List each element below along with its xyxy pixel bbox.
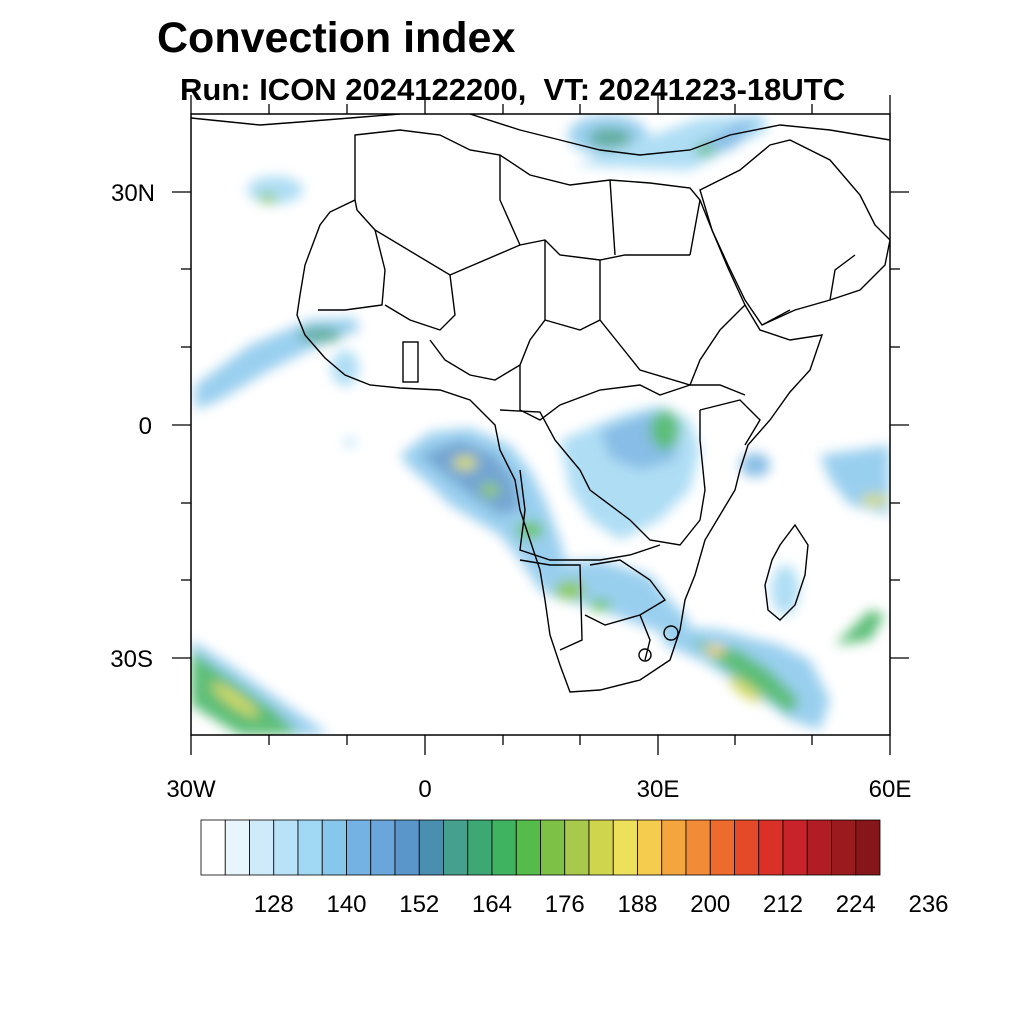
lon-label-30w: 30W (166, 776, 216, 803)
lon-label-0: 0 (418, 776, 431, 803)
colorbar-label: 152 (399, 891, 439, 918)
colorbar-swatch (637, 819, 663, 876)
colorbar-swatch (734, 819, 760, 876)
colorbar-swatch (564, 819, 590, 876)
lat-label-30s: 30S (110, 646, 153, 673)
colorbar-label: 140 (326, 891, 366, 918)
colorbar-swatch (370, 819, 396, 876)
colorbar-swatch (273, 819, 299, 876)
map-title: Convection index (157, 14, 516, 62)
coastlines (191, 114, 890, 693)
colorbar-swatch (855, 819, 881, 876)
colorbar-label: 176 (545, 891, 585, 918)
colorbar-swatch (467, 819, 493, 876)
colorbar-swatch (709, 819, 735, 876)
colorbar-swatch (806, 819, 832, 876)
map-subtitle: Run: ICON 2024122200, VT: 20241223-18UTC (180, 72, 846, 107)
colorbar-label: 200 (690, 891, 730, 918)
colorbar-swatch (491, 819, 517, 876)
lon-label-30e: 30E (637, 776, 680, 803)
map-frame (190, 113, 891, 736)
colorbar-swatch (418, 819, 444, 876)
lat-label-30n: 30N (111, 180, 155, 207)
convection-field (191, 114, 890, 735)
colorbar-swatch (346, 819, 372, 876)
colorbar-label: 164 (472, 891, 512, 918)
colorbar-swatch (685, 819, 711, 876)
colorbar-swatch (249, 819, 275, 876)
lon-label-60e: 60E (869, 776, 912, 803)
colorbar-swatch (758, 819, 784, 876)
colorbar-swatch (612, 819, 638, 876)
lat-label-0: 0 (139, 413, 152, 440)
colorbar-label: 236 (908, 891, 948, 918)
colorbar-swatch (515, 819, 541, 876)
colorbar-label: 128 (254, 891, 294, 918)
colorbar-swatch (782, 819, 808, 876)
colorbar-swatch (443, 819, 469, 876)
colorbar-swatch (224, 819, 250, 876)
colorbar-swatch (588, 819, 614, 876)
colorbar-swatch (200, 819, 226, 876)
colorbar-swatch (661, 819, 687, 876)
colorbar-swatch (321, 819, 347, 876)
colorbar-swatch (297, 819, 323, 876)
colorbar: 128 140 152 164 176 188 200 212 224 236 (200, 819, 949, 918)
colorbar-label: 224 (836, 891, 876, 918)
colorbar-swatch (394, 819, 420, 876)
colorbar-swatch (540, 819, 566, 876)
colorbar-label: 212 (763, 891, 803, 918)
axis-ticks (172, 95, 909, 755)
colorbar-swatch (831, 819, 857, 876)
colorbar-label: 188 (617, 891, 657, 918)
